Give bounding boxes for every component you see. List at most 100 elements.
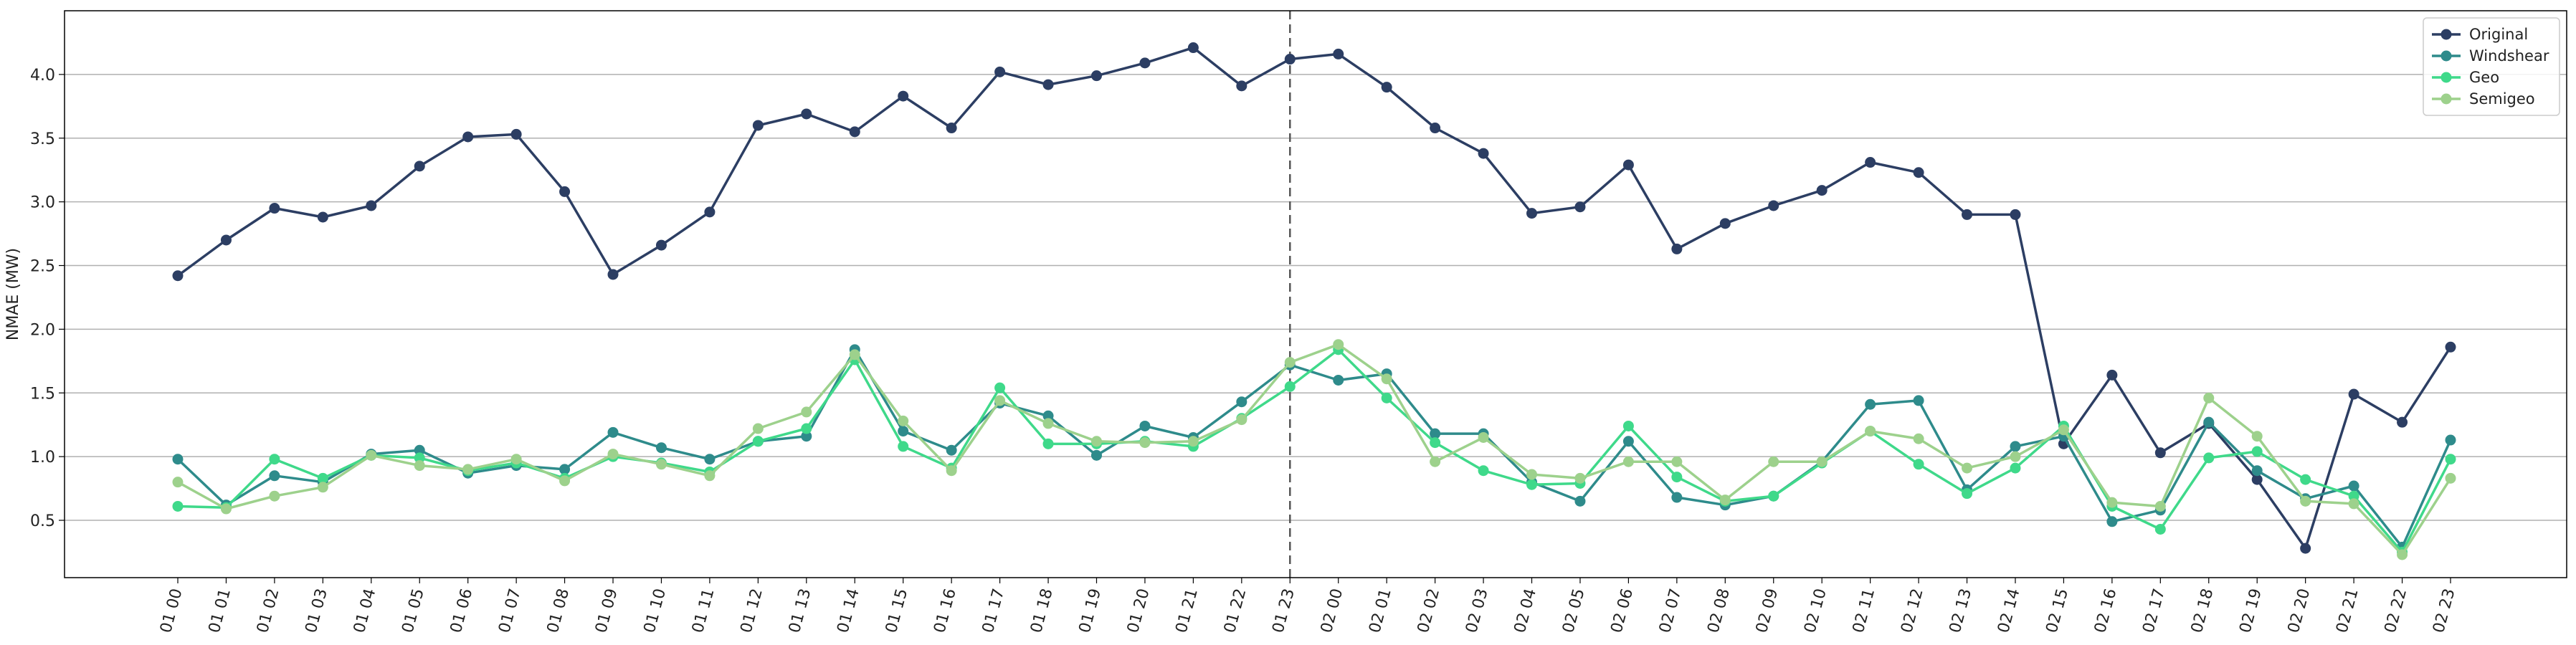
data-point-original (1574, 201, 1586, 213)
data-point-original (801, 108, 812, 120)
data-point-windshear (2203, 416, 2215, 428)
data-point-geo (1381, 392, 1392, 403)
data-point-original (1478, 148, 1489, 159)
data-point-original (559, 186, 571, 197)
data-point-semigeo (1865, 426, 1876, 437)
data-point-semigeo (2154, 500, 2166, 512)
data-point-semigeo (994, 395, 1006, 406)
data-point-original (1913, 167, 1924, 178)
data-point-geo (1768, 490, 1779, 502)
data-point-original (1671, 243, 1683, 254)
y-tick-label: 2.5 (30, 258, 55, 276)
y-tick-label: 3.0 (30, 194, 55, 212)
data-point-original (2300, 543, 2311, 554)
data-point-original (366, 200, 377, 211)
data-point-semigeo (752, 423, 764, 434)
series-line-windshear (176, 348, 2452, 549)
series-line-geo (177, 348, 2452, 554)
data-point-geo (1430, 437, 1441, 449)
data-point-original (946, 123, 957, 134)
data-point-windshear (2106, 516, 2118, 527)
data-point-semigeo (172, 477, 184, 488)
data-point-semigeo (1430, 456, 1441, 467)
data-point-geo (2154, 523, 2166, 535)
data-point-semigeo (2203, 392, 2215, 403)
data-point-geo (1962, 488, 1973, 500)
y-tick-label: 2.0 (30, 321, 55, 339)
legend-label-geo: Geo (2469, 69, 2499, 86)
series-line-original (176, 46, 2452, 550)
data-point-original (607, 269, 619, 280)
legend-label-semigeo: Semigeo (2469, 90, 2535, 108)
data-point-semigeo (607, 449, 619, 460)
data-point-semigeo (2251, 431, 2263, 442)
data-point-geo (898, 441, 909, 452)
data-point-windshear (2348, 480, 2359, 492)
data-point-semigeo (1236, 414, 1247, 426)
data-point-semigeo (1816, 456, 1828, 467)
data-point-original (1962, 209, 1973, 220)
legend-marker-original (2440, 29, 2452, 40)
data-point-geo (1284, 381, 1296, 392)
data-point-windshear (801, 431, 812, 442)
data-point-original (1042, 79, 1054, 90)
data-point-original (2251, 474, 2263, 485)
data-point-original (1768, 200, 1779, 211)
data-point-semigeo (801, 406, 812, 418)
data-point-original (704, 206, 716, 218)
data-point-semigeo (849, 349, 860, 360)
data-point-windshear (1671, 492, 1683, 503)
y-tick-label: 1.0 (30, 449, 55, 467)
data-point-semigeo (1574, 472, 1586, 484)
data-point-original (2154, 447, 2166, 459)
data-point-original (220, 234, 232, 246)
data-point-semigeo (1139, 437, 1151, 449)
data-point-geo (752, 436, 764, 447)
data-point-semigeo (220, 503, 232, 515)
data-point-original (1816, 185, 1828, 196)
series-layer (172, 42, 2456, 560)
data-point-windshear (1042, 410, 1054, 421)
data-point-geo (2203, 452, 2215, 464)
data-point-windshear (1236, 396, 1247, 408)
y-tick-label: 4.0 (30, 67, 55, 85)
data-point-original (2010, 209, 2021, 220)
data-point-windshear (946, 444, 957, 456)
data-point-semigeo (1478, 431, 1489, 443)
data-point-geo (2300, 474, 2311, 485)
data-point-original (849, 126, 860, 138)
data-point-geo (1478, 465, 1489, 477)
data-point-windshear (1430, 428, 1441, 439)
legend-label-windshear: Windshear (2469, 47, 2549, 64)
data-point-original (1139, 57, 1151, 69)
data-point-semigeo (2348, 498, 2359, 510)
data-point-original (1381, 82, 1392, 93)
data-point-original (1430, 123, 1441, 134)
data-point-geo (2348, 490, 2359, 502)
data-point-windshear (172, 454, 184, 465)
data-point-windshear (655, 442, 667, 454)
data-point-original (752, 120, 764, 131)
data-point-semigeo (2106, 497, 2118, 508)
data-point-windshear (898, 426, 909, 437)
data-point-geo (2445, 454, 2456, 465)
data-point-original (1526, 208, 1538, 219)
data-point-semigeo (704, 470, 716, 482)
data-point-semigeo (2058, 424, 2069, 436)
data-point-windshear (1913, 395, 1924, 406)
data-point-windshear (1090, 449, 1102, 461)
legend-marker-semigeo (2440, 93, 2452, 105)
data-point-semigeo (366, 449, 377, 461)
data-point-windshear (2445, 434, 2456, 446)
data-point-windshear (269, 470, 280, 482)
data-point-windshear (1139, 420, 1151, 431)
data-point-windshear (1333, 374, 1344, 386)
data-point-semigeo (1768, 456, 1779, 467)
y-axis-label: NMAE (MW) (4, 248, 22, 340)
series-original (172, 42, 2456, 554)
data-point-semigeo (2445, 472, 2456, 484)
data-point-geo (1526, 479, 1538, 490)
legend-box (2423, 17, 2560, 116)
